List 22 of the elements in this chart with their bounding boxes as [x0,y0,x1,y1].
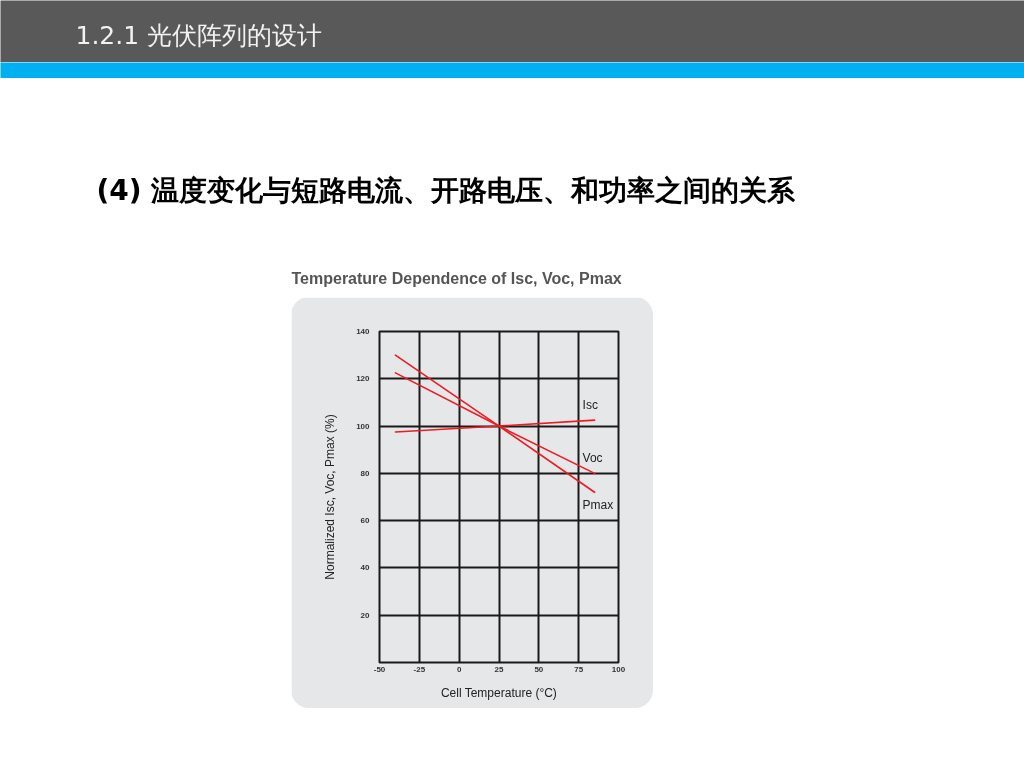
series-label: Pmax [582,498,614,513]
y-tick-label: 20 [360,610,371,620]
x-tick-label: -25 [413,664,426,674]
y-tick-label: 100 [356,421,371,431]
y-tick-label: 140 [356,327,371,336]
text: (4) 温度变化与短路电流、开路电压、和功率之间的关系 [96,174,797,207]
y-tick-label: 120 [356,374,371,384]
y-tick-label: 40 [360,563,371,573]
x-tick-label: 0 [456,664,462,674]
x-tick-label: 25 [494,664,504,674]
x-tick-label: 100 [611,664,626,674]
text: 1.2.1 光伏阵列的设计 [75,21,323,50]
series-label: Isc [582,398,598,413]
chart-title: Temperature Dependence of Isc, Voc, Pmax [291,269,622,287]
y-tick-label: 80 [360,468,371,478]
y-axis-title: Normalized Isc, Voc, Pmax (%) [323,414,338,580]
x-tick-label: 50 [534,664,544,674]
series-label: Voc [582,451,603,466]
x-axis-title: Cell Temperature (°C) [440,685,557,700]
x-tick-label: 75 [574,664,584,674]
y-tick-label: 60 [360,516,371,526]
x-tick-label: -50 [373,664,386,674]
